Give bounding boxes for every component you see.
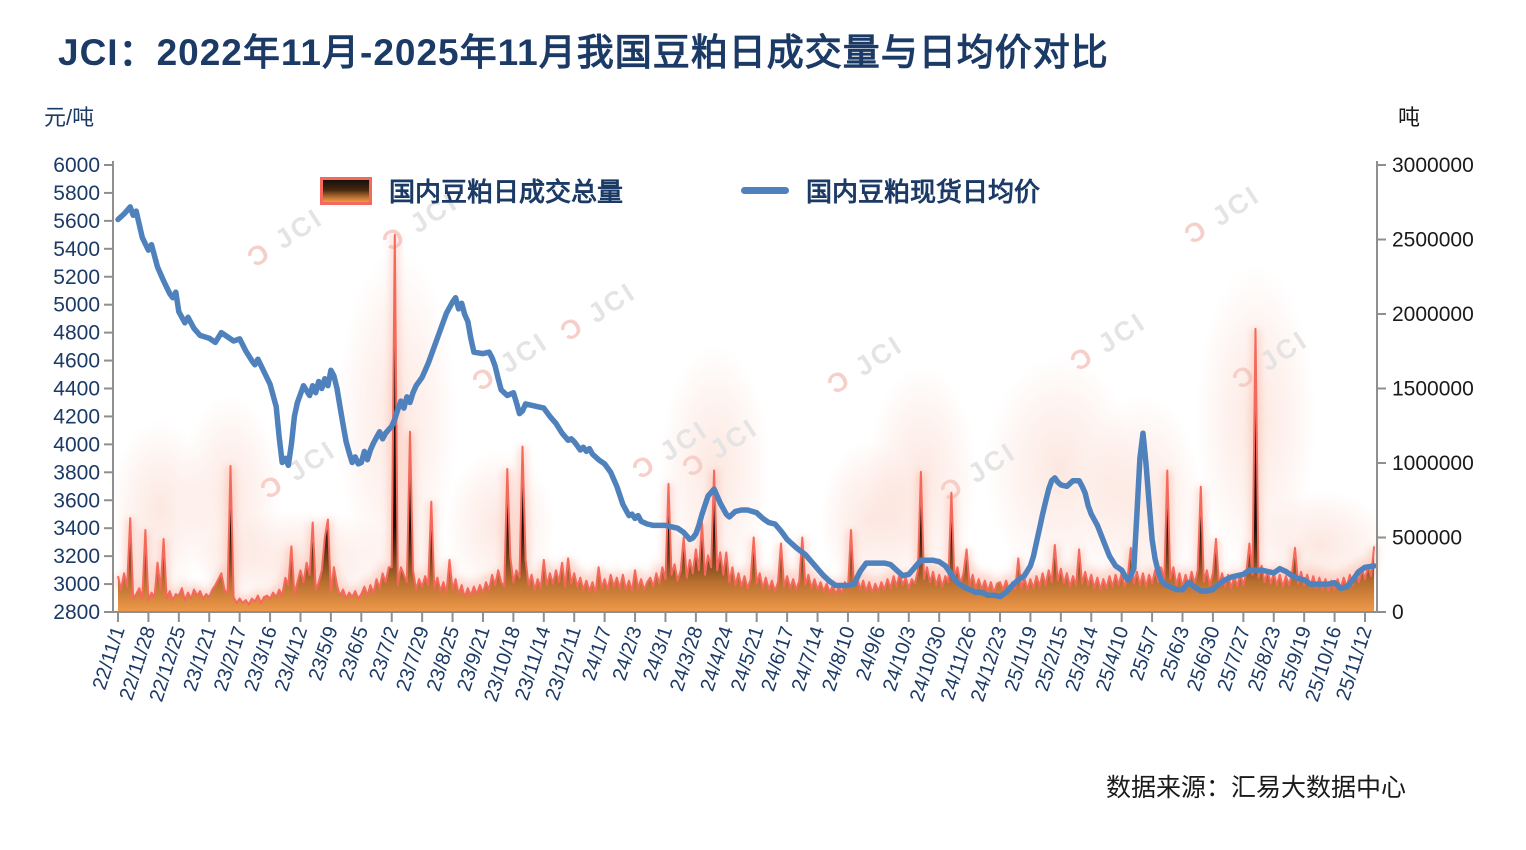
legend-item-price: 国内豆粕现货日均价 xyxy=(741,172,1040,209)
legend-label-price: 国内豆粕现货日均价 xyxy=(806,177,1041,207)
watermark-logo-icon: Ɔ JCI xyxy=(1065,306,1152,377)
left-axis-tick-label: 3600 xyxy=(53,489,100,512)
left-axis-tick-label: 3800 xyxy=(53,461,100,484)
chart-legend: 国内豆粕日成交总量 国内豆粕现货日均价 xyxy=(320,172,1040,209)
left-axis-tick-label: 5000 xyxy=(53,294,100,317)
axes xyxy=(104,161,1386,622)
volume-series-outline xyxy=(117,234,1376,606)
left-axis-tick-label: 5800 xyxy=(53,182,100,205)
left-axis-tick-label: 6000 xyxy=(53,154,100,177)
right-axis-tick-label: 1500000 xyxy=(1392,378,1474,401)
left-axis-tick-label: 5200 xyxy=(53,266,100,289)
right-axis-tick-label: 1000000 xyxy=(1392,452,1474,475)
left-axis-tick-label: 2800 xyxy=(53,601,100,624)
legend-item-volume: 国内豆粕日成交总量 xyxy=(320,172,623,209)
left-axis-tick-label: 3400 xyxy=(53,517,100,540)
volume-swatch-icon xyxy=(320,176,372,205)
price-line-series xyxy=(115,204,1377,600)
legend-label-volume: 国内豆粕日成交总量 xyxy=(389,177,624,207)
left-axis-tick-label: 4400 xyxy=(53,378,100,401)
data-source: 数据来源：汇易大数据中心 xyxy=(1105,774,1406,802)
price-line-swatch-icon xyxy=(741,187,790,194)
left-axis-tick-label: 5600 xyxy=(53,210,100,233)
left-axis-tick-label: 3200 xyxy=(53,545,100,568)
left-axis-tick-label: 4800 xyxy=(53,322,100,345)
right-axis-unit: 吨 xyxy=(1398,105,1421,130)
right-axis-tick-label: 2500000 xyxy=(1392,229,1474,252)
left-axis-tick-label: 4600 xyxy=(53,350,100,373)
right-axis-tick-label: 500000 xyxy=(1392,527,1462,550)
left-axis-tick-label: 4200 xyxy=(53,405,100,428)
left-axis-tick-label: 5400 xyxy=(53,238,100,261)
watermark-logo-icon: Ɔ JCI xyxy=(467,326,554,397)
watermark-logo-icon: Ɔ JCI xyxy=(555,276,642,347)
left-axis-tick-label: 4000 xyxy=(53,433,100,456)
watermark-logo-icon: Ɔ JCI xyxy=(1179,179,1266,250)
chart-title: JCI：2022年11月-2025年11月我国豆粕日成交量与日均价对比 xyxy=(58,32,1109,73)
volume-area-series xyxy=(118,235,1375,612)
left-axis-tick-label: 3000 xyxy=(53,573,100,596)
right-axis-tick-label: 3000000 xyxy=(1392,154,1474,177)
right-axis-tick-label: 2000000 xyxy=(1392,303,1474,326)
left-axis-unit: 元/吨 xyxy=(44,105,95,130)
watermark-logo-icon: Ɔ JCI xyxy=(242,202,329,273)
right-axis-tick-label: 0 xyxy=(1392,601,1404,624)
